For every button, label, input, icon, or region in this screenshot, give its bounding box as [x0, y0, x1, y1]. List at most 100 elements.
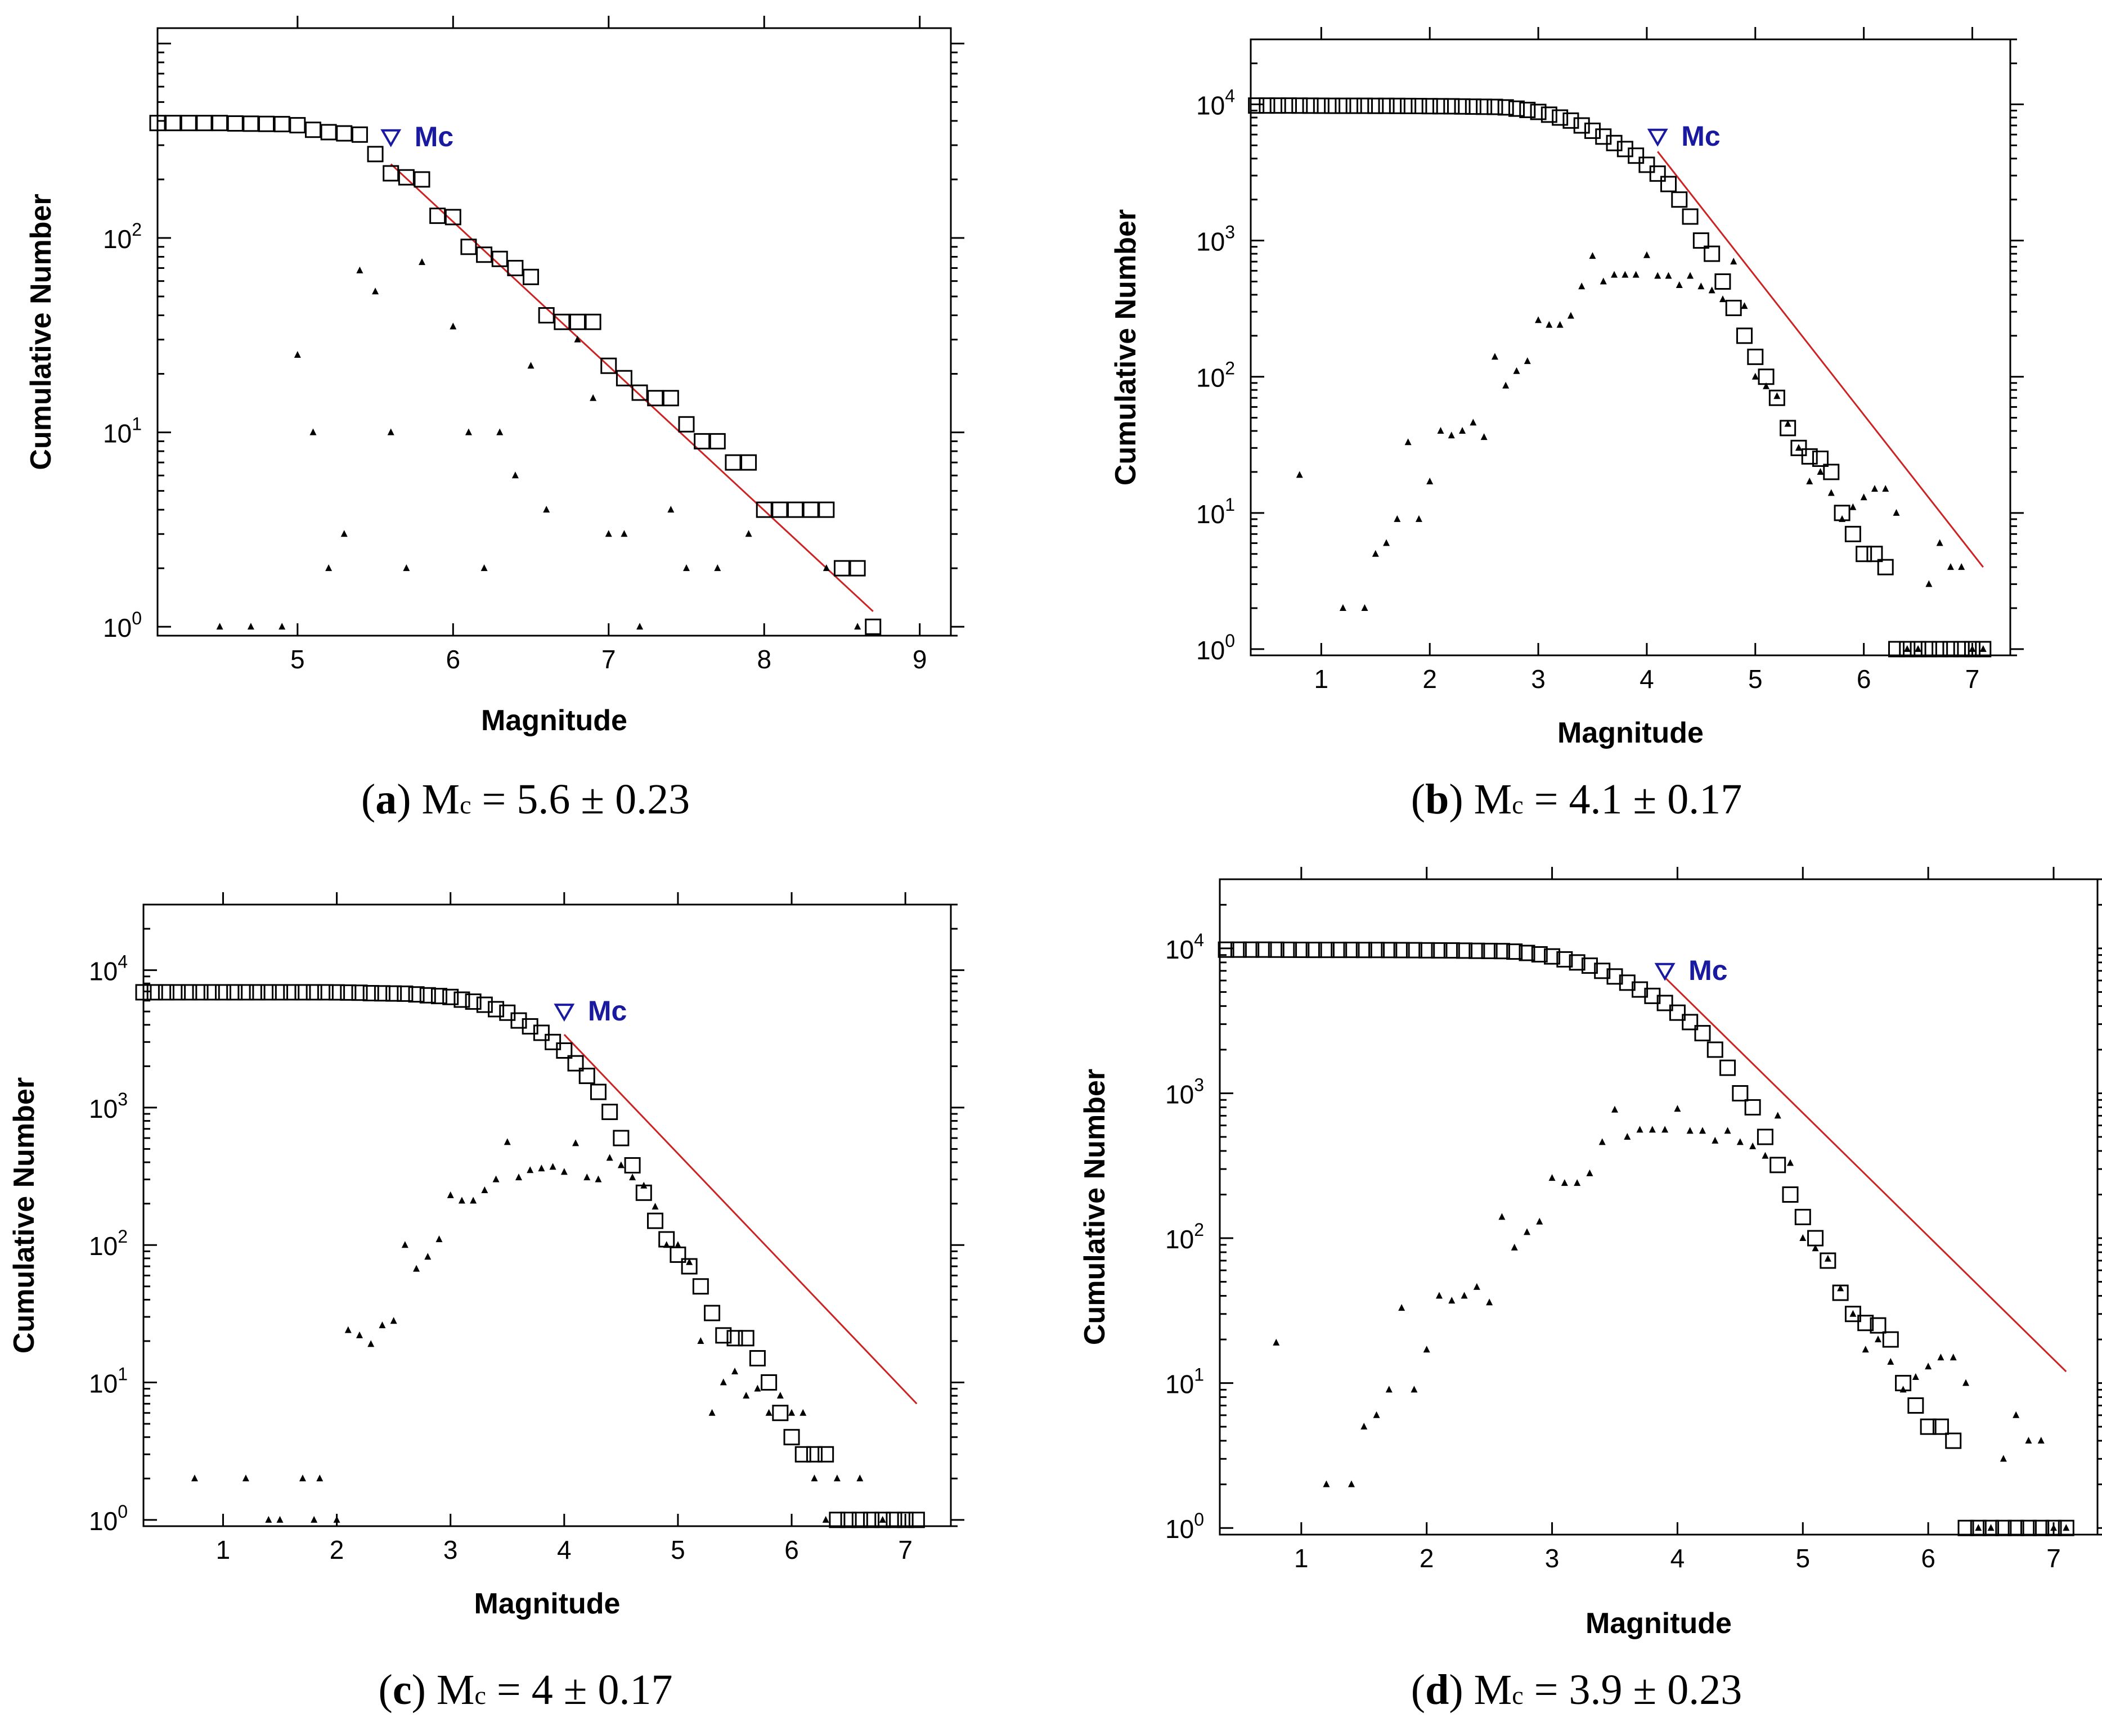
cumulative-point-b — [1508, 100, 1525, 117]
cumulative-point-c — [738, 1330, 754, 1347]
noncumulative-point-b — [1958, 563, 1965, 570]
cumulative-point-d — [1243, 941, 1260, 958]
noncumulative-point-c — [401, 1241, 408, 1248]
noncumulative-point-b — [1915, 645, 1922, 652]
cumulative-point-d — [1656, 995, 1673, 1011]
noncumulative-point-c — [458, 1197, 465, 1204]
noncumulative-point-c — [629, 1173, 636, 1181]
noncumulative-point-c — [640, 1181, 648, 1189]
noncumulative-point-c — [299, 1474, 306, 1482]
plot-area-d — [1219, 878, 2099, 1536]
cumulative-point-c — [590, 1083, 607, 1100]
noncumulative-point-a — [480, 564, 488, 572]
cumulative-point-d — [1744, 1099, 1761, 1116]
noncumulative-point-b — [1882, 485, 1889, 492]
caption-a-letter: a — [375, 776, 397, 823]
noncumulative-point-d — [1875, 1335, 1881, 1343]
noncumulative-point-d — [1498, 1213, 1506, 1220]
chart-panel-a: 5 6 7 8 9 100 101 102 Magnitude Cumulative Number… — [0, 0, 1051, 868]
cumulative-point-b — [1259, 97, 1275, 114]
cumulative-point-c — [545, 1033, 562, 1050]
noncumulative-point-d — [1862, 1346, 1869, 1353]
cumulative-point-c — [272, 984, 289, 1001]
noncumulative-point-d — [1975, 1524, 1982, 1531]
x-tick-label-d-7: 7 — [2046, 1544, 2061, 1573]
noncumulative-point-c — [504, 1138, 511, 1145]
cumulative-point-d — [2007, 1519, 2024, 1536]
x-tick-label-a-6: 6 — [446, 645, 460, 674]
cumulative-point-a — [507, 260, 524, 277]
cumulative-point-c — [692, 1278, 709, 1295]
noncumulative-point-d — [1649, 1126, 1656, 1133]
cumulative-point-c — [329, 984, 345, 1001]
noncumulative-point-a — [450, 322, 457, 330]
noncumulative-point-c — [800, 1409, 807, 1416]
y-tick-label-a-0: 100 — [103, 608, 142, 642]
noncumulative-point-c — [572, 1139, 580, 1146]
y-axis-title-d: Cumulative Number — [1079, 1069, 1111, 1345]
x-tick-label-c-7: 7 — [898, 1535, 913, 1564]
cumulative-point-d — [2045, 1519, 2062, 1536]
cumulative-point-b — [1552, 109, 1569, 126]
noncumulative-point-b — [1708, 286, 1715, 294]
cumulative-point-b — [1877, 559, 1894, 575]
cumulative-point-d — [1368, 942, 1385, 959]
noncumulative-point-d — [1799, 1234, 1807, 1242]
noncumulative-point-b — [1893, 509, 1900, 516]
cumulative-point-b — [1953, 641, 1970, 658]
noncumulative-point-a — [496, 428, 504, 435]
cumulative-point-d — [1218, 941, 1234, 958]
noncumulative-point-a — [325, 564, 333, 572]
cumulative-point-b — [1801, 448, 1818, 465]
cumulative-point-d — [1556, 951, 1573, 968]
noncumulative-point-b — [1871, 485, 1878, 492]
noncumulative-point-d — [1360, 1423, 1368, 1430]
cumulative-point-c — [818, 1446, 834, 1463]
cumulative-point-c — [794, 1446, 811, 1463]
cumulative-point-b — [1790, 439, 1807, 456]
caption-a-m: M — [421, 776, 460, 823]
cumulative-point-a — [802, 501, 819, 518]
noncumulative-point-b — [1795, 444, 1802, 451]
noncumulative-point-d — [1486, 1298, 1493, 1306]
noncumulative-point-b — [1372, 550, 1379, 557]
chart-svg-a: 5 6 7 8 9 100 101 102 Magnitude Cumulative Number… — [25, 16, 964, 737]
cumulative-point-a — [273, 116, 290, 133]
cumulative-point-a — [725, 454, 742, 471]
noncumulative-point-b — [1556, 321, 1564, 328]
cumulative-point-b — [1714, 273, 1731, 290]
noncumulative-point-c — [424, 1253, 432, 1260]
noncumulative-point-d — [1273, 1338, 1280, 1346]
cumulative-point-c — [181, 984, 197, 1001]
cumulative-point-d — [1907, 1397, 1924, 1414]
noncumulative-point-a — [590, 394, 597, 401]
cumulative-point-b — [1649, 165, 1666, 182]
noncumulative-point-b — [1925, 580, 1933, 587]
y-tick-label-c-2: 102 — [89, 1226, 128, 1261]
noncumulative-point-b — [1763, 382, 1770, 389]
cumulative-point-c — [453, 991, 470, 1008]
cumulative-point-d — [1393, 942, 1410, 959]
noncumulative-point-b — [1947, 563, 1954, 570]
x-tick-label-a-8: 8 — [757, 645, 771, 674]
noncumulative-point-c — [697, 1337, 704, 1344]
noncumulative-point-b — [1643, 251, 1650, 258]
noncumulative-point-b — [1784, 420, 1791, 427]
y-tick-label-d-4: 104 — [1165, 930, 1204, 964]
noncumulative-point-d — [1536, 1217, 1543, 1225]
cumulative-point-d — [1255, 941, 1272, 958]
noncumulative-point-c — [833, 1474, 841, 1482]
cumulative-point-d — [1706, 1041, 1723, 1058]
y-tick-label-b-4: 104 — [1196, 86, 1235, 120]
caption-b-m: M — [1474, 776, 1512, 823]
cumulative-point-d — [1882, 1331, 1899, 1348]
cumulative-point-b — [1269, 97, 1286, 114]
noncumulative-point-b — [1806, 478, 1813, 485]
caption-a: (a) Mc = 5.6 ± 0.23 — [361, 776, 690, 823]
noncumulative-point-c — [686, 1258, 693, 1265]
cumulative-point-a — [849, 560, 866, 577]
cumulative-point-c — [601, 1104, 618, 1121]
cumulative-point-d — [1870, 1317, 1887, 1334]
caption-d-letter: d — [1425, 1666, 1449, 1713]
noncumulative-point-d — [1824, 1254, 1831, 1262]
